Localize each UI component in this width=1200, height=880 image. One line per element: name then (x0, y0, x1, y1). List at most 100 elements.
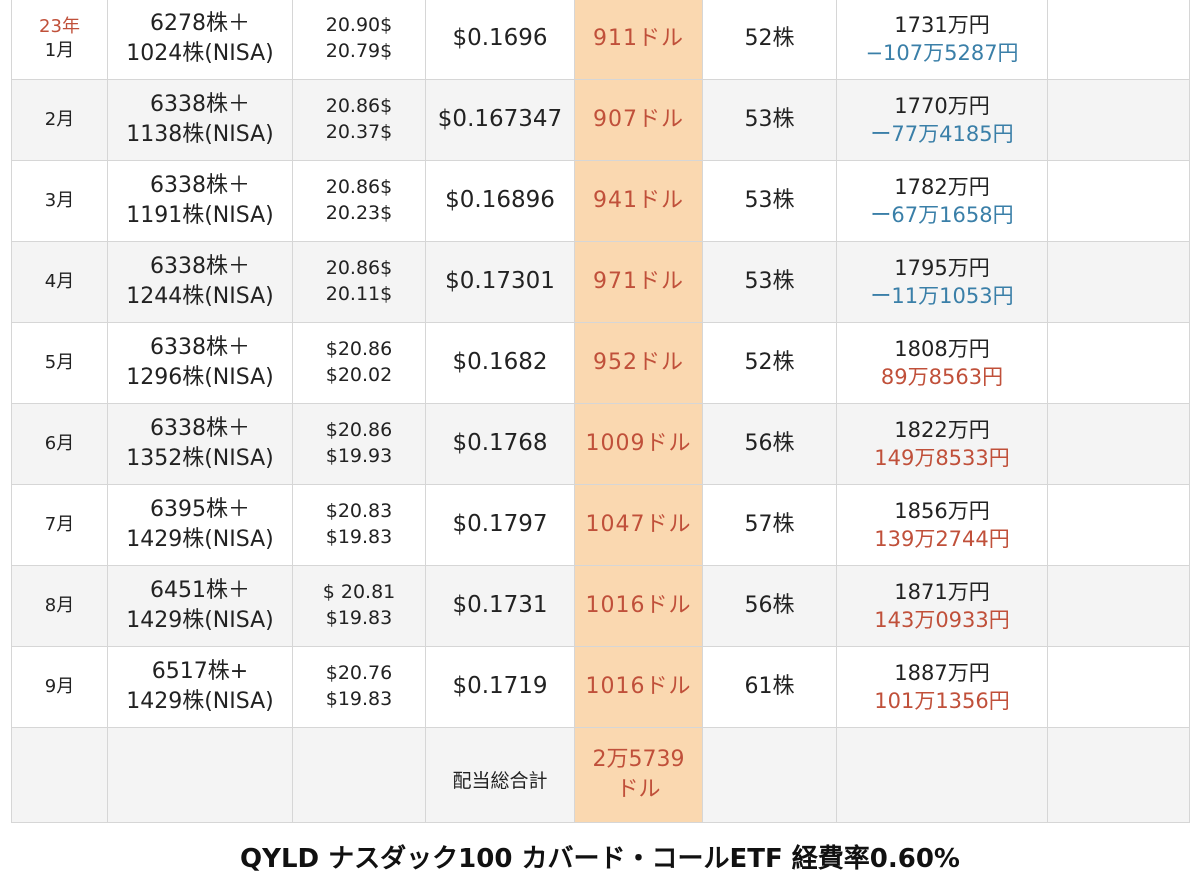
buy-cell: 57株 (702, 484, 837, 566)
shares-cell: 6338株＋ 1244株(NISA) (107, 241, 293, 323)
shares-taxable: 6278株＋ (150, 11, 250, 37)
dividend-per-share: $0.1682 (452, 349, 548, 376)
dividend-total-cell: 1047ドル (574, 484, 703, 566)
price-cell: 20.90$ 20.79$ (292, 0, 426, 80)
shares-cell: 6338株＋ 1191株(NISA) (107, 160, 293, 242)
shares-taxable: 6517株+ (151, 659, 249, 685)
buy-shares: 52株 (744, 350, 795, 376)
valuation-cell: 1795万円 ー11万1053円 (836, 241, 1048, 323)
dividend-per-share-cell: $0.1696 (425, 0, 575, 80)
dividend-total-cell: 1016ドル (574, 646, 703, 728)
buy-cell: 53株 (702, 79, 837, 161)
buy-cell: 56株 (702, 403, 837, 485)
table-row: 4月 6338株＋ 1244株(NISA) 20.86$ 20.11$ $0.17301 9… (11, 241, 1190, 323)
table-body: 23年 1月 6278株＋ 1024株(NISA) 20.90$ 20.79$ $0.169… (11, 0, 1190, 823)
shares-cell: 6395株＋ 1429株(NISA) (107, 484, 293, 566)
price-high: 20.86$ (325, 95, 393, 118)
valuation-amount: 1782万円 (894, 174, 990, 199)
shares-nisa: 1244株(NISA) (126, 284, 274, 309)
profit-loss: 143万0933円 (874, 608, 1010, 632)
table-row: 23年 1月 6278株＋ 1024株(NISA) 20.90$ 20.79$ $0.169… (11, 0, 1190, 80)
shares-cell: 6517株+ 1429株(NISA) (107, 646, 293, 728)
price-high: $20.86 (325, 338, 393, 361)
buy-cell: 56株 (702, 565, 837, 647)
empty-cell (11, 727, 108, 823)
month-cell: 3月 (11, 160, 108, 242)
empty-cell (1047, 403, 1190, 485)
price-high: $20.86 (325, 419, 393, 442)
dividend-total-cell: 911ドル (574, 0, 703, 80)
dividend-per-share: $0.1696 (452, 25, 548, 52)
dividend-total: 1047ドル (585, 512, 692, 538)
price-low: $19.83 (325, 607, 393, 629)
valuation-amount: 1808万円 (894, 336, 990, 361)
empty-cell (702, 727, 837, 823)
profit-loss: −107万5287円 (865, 41, 1019, 65)
buy-shares: 52株 (744, 26, 795, 52)
price-low: $19.83 (325, 688, 393, 710)
dividend-table: 23年 1月 6278株＋ 1024株(NISA) 20.90$ 20.79$ $0.169… (11, 0, 1190, 823)
dividend-per-share-cell: $0.1682 (425, 322, 575, 404)
dividend-per-share: $0.17301 (445, 268, 555, 295)
valuation-cell: 1871万円 143万0933円 (836, 565, 1048, 647)
valuation-amount: 1871万円 (894, 579, 990, 604)
price-high: 20.90$ (325, 14, 393, 37)
shares-nisa: 1296株(NISA) (126, 365, 274, 390)
price-low: 20.11$ (325, 283, 393, 305)
shares-nisa: 1429株(NISA) (126, 608, 274, 633)
empty-cell (107, 727, 293, 823)
month-cell: 7月 (11, 484, 108, 566)
dividend-per-share: $0.1797 (452, 511, 548, 538)
table-caption: QYLD ナスダック100 カバード・コールETF 経費率0.60% (240, 844, 960, 874)
shares-nisa: 1429株(NISA) (126, 527, 274, 552)
shares-nisa: 1352株(NISA) (126, 446, 274, 471)
shares-taxable: 6338株＋ (150, 416, 250, 442)
table-row: 7月 6395株＋ 1429株(NISA) $20.83 $19.83 $0.1797 10… (11, 484, 1190, 566)
month-cell: 6月 (11, 403, 108, 485)
dividend-per-share: $0.1768 (452, 430, 548, 457)
total-label-cell: 配当総合計 (425, 727, 575, 823)
profit-loss: 101万1356円 (874, 689, 1010, 713)
empty-cell (1047, 565, 1190, 647)
price-low: $19.83 (325, 526, 393, 548)
price-cell: 20.86$ 20.37$ (292, 79, 426, 161)
price-cell: 20.86$ 20.23$ (292, 160, 426, 242)
dividend-per-share: $0.167347 (437, 106, 563, 133)
month-label: 7月 (44, 513, 75, 535)
valuation-amount: 1770万円 (894, 93, 990, 118)
dividend-total-cell: 971ドル (574, 241, 703, 323)
empty-cell (1047, 484, 1190, 566)
total-value: 2万5739 (592, 747, 685, 773)
price-high: 20.86$ (325, 257, 393, 280)
shares-taxable: 6338株＋ (150, 254, 250, 280)
empty-cell (836, 727, 1048, 823)
price-low: $19.93 (325, 445, 393, 467)
month-cell: 4月 (11, 241, 108, 323)
valuation-cell: 1808万円 89万8563円 (836, 322, 1048, 404)
total-row: 配当総合計 2万5739 ドル (11, 727, 1190, 823)
profit-loss: 149万8533円 (874, 446, 1010, 470)
dividend-total-cell: 907ドル (574, 79, 703, 161)
shares-nisa: 1138株(NISA) (126, 122, 274, 147)
valuation-amount: 1887万円 (894, 660, 990, 685)
valuation-cell: 1782万円 ー67万1658円 (836, 160, 1048, 242)
price-cell: $20.86 $20.02 (292, 322, 426, 404)
shares-cell: 6278株＋ 1024株(NISA) (107, 0, 293, 80)
month-label: 2月 (44, 108, 75, 130)
price-high: 20.86$ (325, 176, 393, 199)
table-row: 3月 6338株＋ 1191株(NISA) 20.86$ 20.23$ $0.16896 9… (11, 160, 1190, 242)
profit-loss: 139万2744円 (874, 527, 1010, 551)
profit-loss: ー11万1053円 (870, 284, 1014, 308)
valuation-cell: 1822万円 149万8533円 (836, 403, 1048, 485)
buy-cell: 53株 (702, 160, 837, 242)
empty-cell (1047, 79, 1190, 161)
buy-shares: 56株 (744, 431, 795, 457)
buy-shares: 53株 (744, 188, 795, 214)
dividend-total: 941ドル (593, 188, 684, 214)
month-cell: 8月 (11, 565, 108, 647)
price-high: $20.83 (325, 500, 393, 523)
dividend-total: 971ドル (593, 269, 684, 295)
buy-cell: 53株 (702, 241, 837, 323)
valuation-cell: 1887万円 101万1356円 (836, 646, 1048, 728)
dividend-per-share-cell: $0.1731 (425, 565, 575, 647)
